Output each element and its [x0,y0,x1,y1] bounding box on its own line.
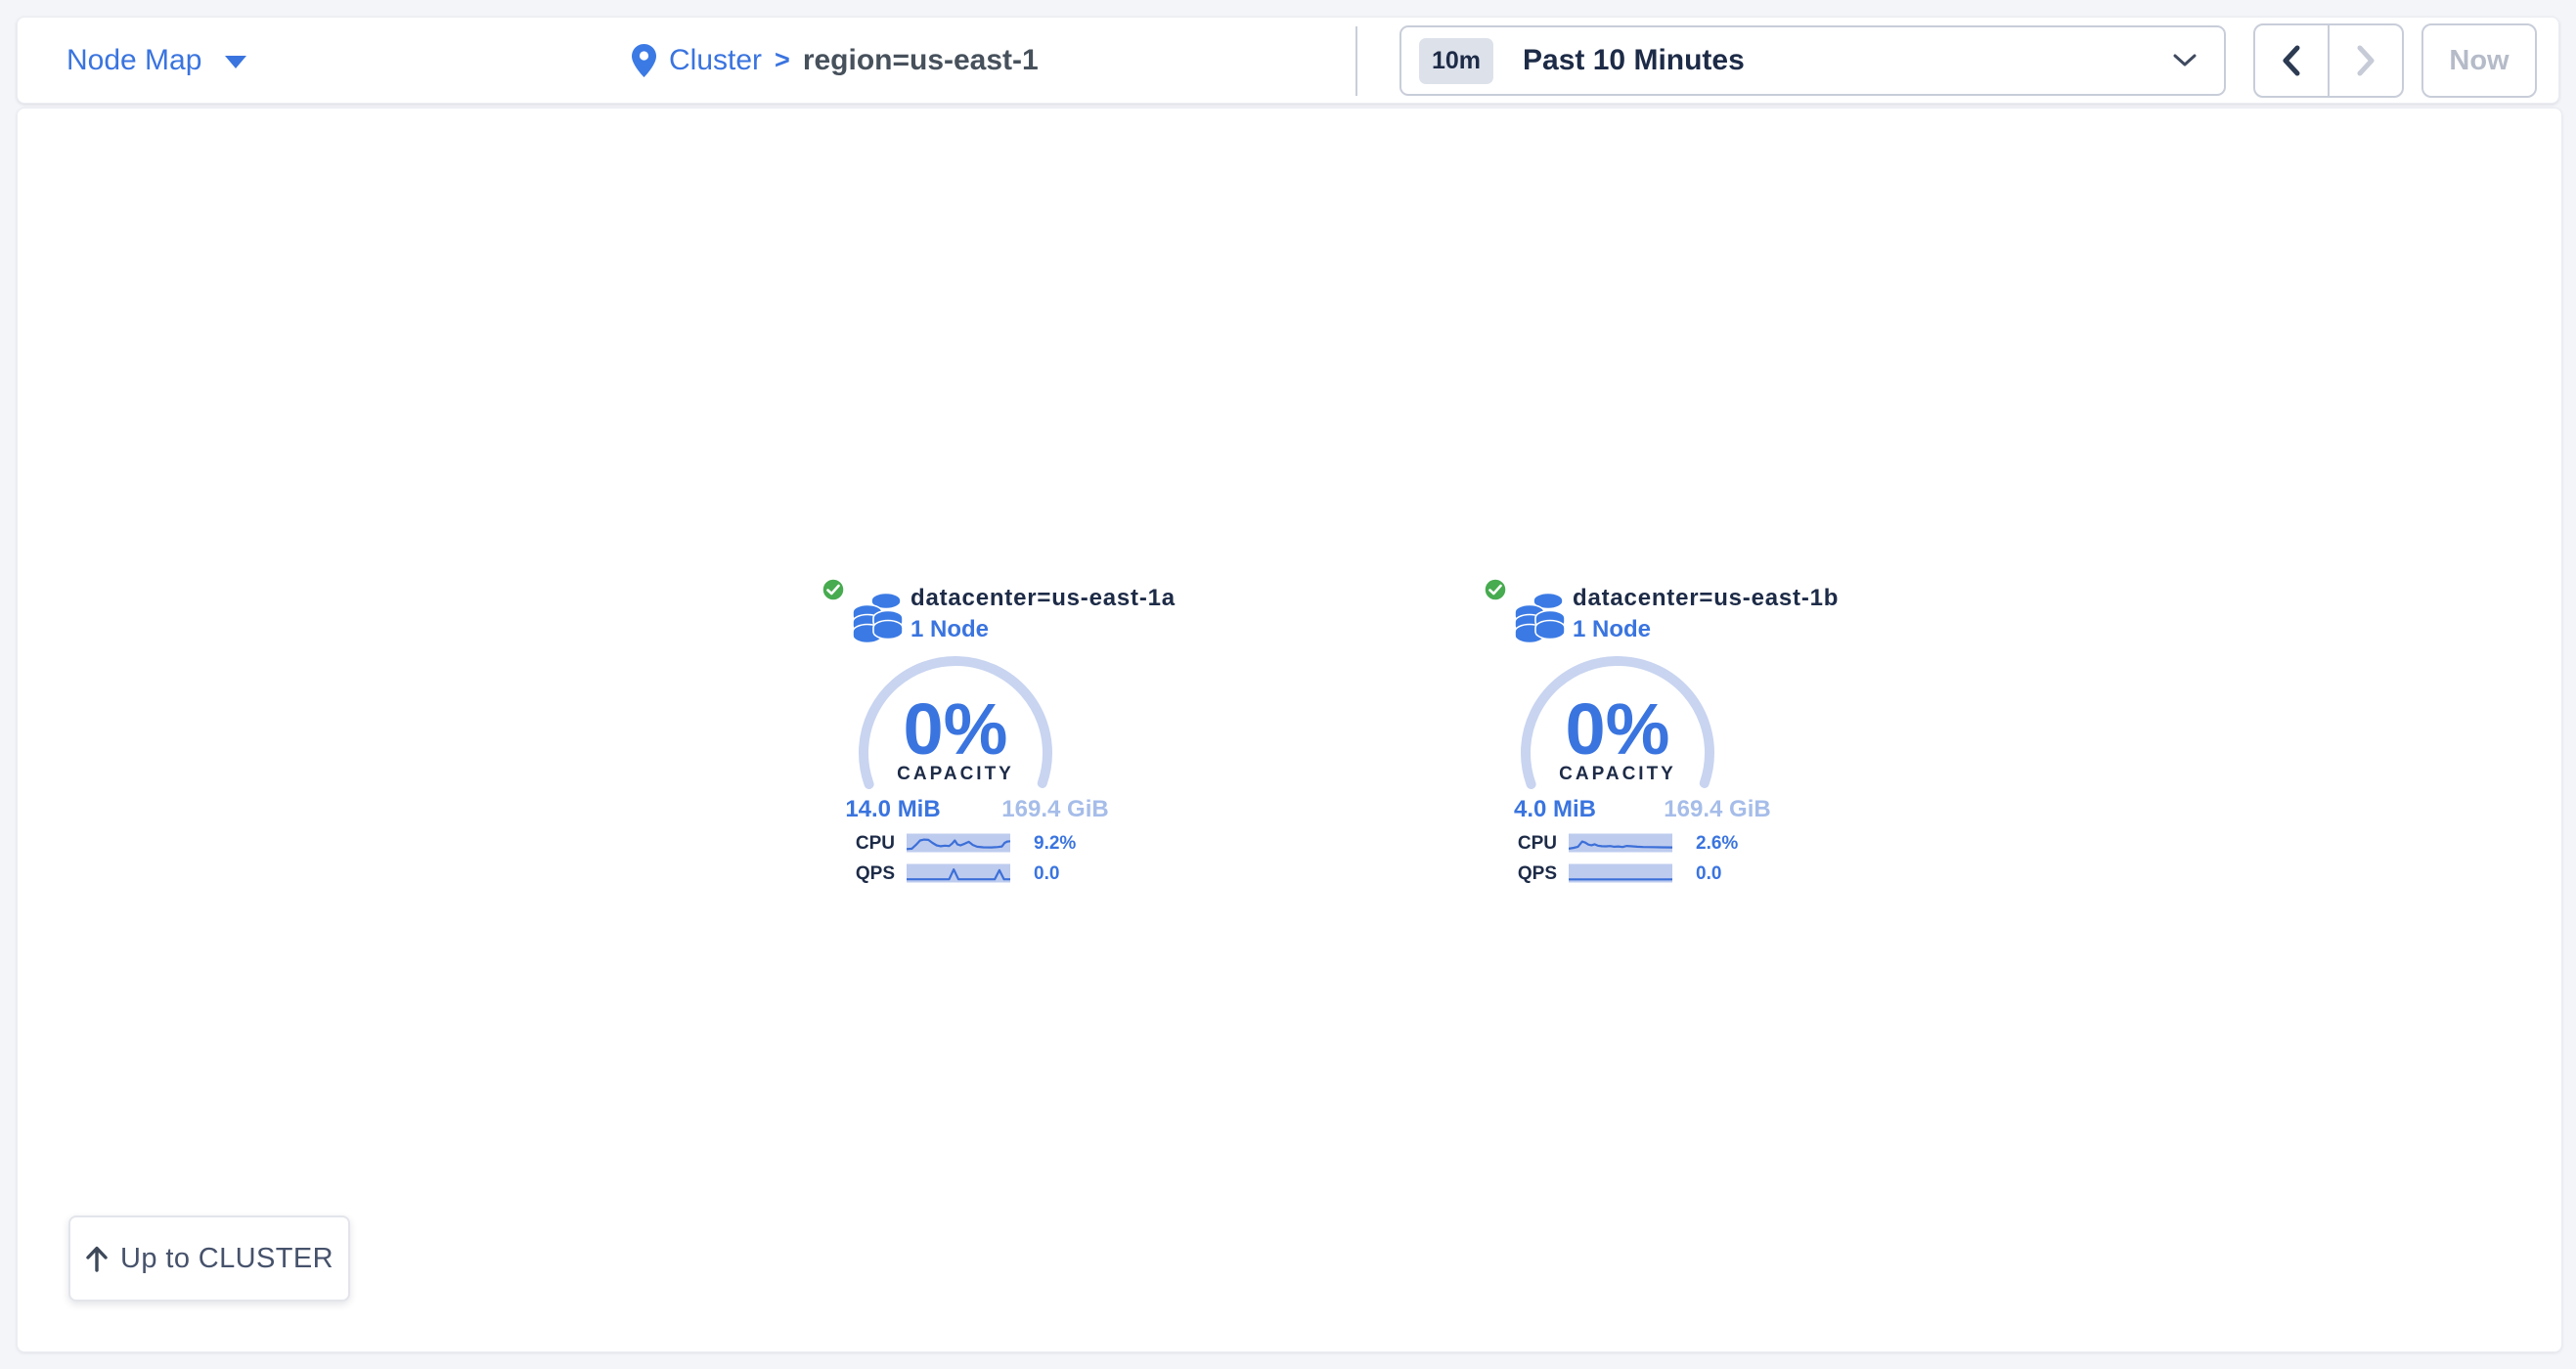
qps-metric-value: 0.0 [1696,863,1722,884]
locality-title: datacenter=us-east-1b [1573,585,1840,611]
capacity-used: 14.0 MiB [845,796,941,822]
node-stack-icon [852,593,904,644]
status-ok-icon [1483,577,1508,602]
capacity-arc [1521,656,1714,850]
up-to-cluster-label: Up to CLUSTER [120,1242,333,1274]
cpu-sparkline [907,833,1010,853]
view-selector-dropdown[interactable]: Node Map [67,18,247,103]
cpu-metric-value: 9.2% [1034,833,1077,854]
top-bar: Node Map Cluster > region=us-east-1 10m … [17,17,2559,104]
now-button[interactable]: Now [2421,23,2537,98]
time-prev-button[interactable] [2255,25,2330,96]
status-ok-icon [821,577,846,602]
locality-title: datacenter=us-east-1a [910,585,1176,611]
time-next-button[interactable] [2330,25,2402,96]
qps-metric-label: QPS [855,863,895,884]
capacity-arc [859,656,1052,850]
cpu-metric-label: CPU [855,833,895,854]
locality-card-us-east-1b[interactable]: datacenter=us-east-1b 1 Node 0% CAPACITY… [1475,573,1895,910]
locality-node-count: 1 Node [910,616,990,642]
chevron-right-icon [2357,45,2375,76]
capacity-label: CAPACITY [897,764,1014,784]
qps-metric-value: 0.0 [1034,863,1060,884]
cpu-metric-label: CPU [1517,833,1557,854]
chevron-down-icon [2173,54,2197,67]
node-stack-icon [1514,593,1566,644]
arrow-up-icon [86,1246,108,1272]
up-to-cluster-button[interactable]: Up to CLUSTER [68,1215,350,1302]
now-button-label: Now [2449,44,2509,76]
capacity-percent: 0% [1565,688,1670,770]
qps-sparkline [907,863,1010,883]
capacity-label: CAPACITY [1559,764,1676,784]
time-range-label: Past 10 Minutes [1523,44,1745,76]
chevron-left-icon [2283,45,2300,76]
qps-sparkline [1569,863,1672,883]
locality-card-us-east-1a[interactable]: datacenter=us-east-1a 1 Node 0% CAPACITY… [813,573,1233,910]
caret-down-icon [225,56,247,68]
time-range-selector[interactable]: 10m Past 10 Minutes [1399,25,2226,96]
location-pin-icon [632,43,656,77]
breadcrumb-cluster-link[interactable]: Cluster [669,43,763,76]
capacity-used: 4.0 MiB [1513,796,1597,822]
time-range-badge: 10m [1419,37,1494,84]
locality-node-count: 1 Node [1573,616,1652,642]
time-nav-group [2253,23,2404,98]
qps-metric-label: QPS [1517,863,1557,884]
top-bar-divider [1355,26,1357,96]
capacity-percent: 0% [903,688,1008,770]
breadcrumb: Cluster > region=us-east-1 [632,18,1039,103]
cpu-metric-value: 2.6% [1696,833,1739,854]
capacity-gauge [1521,656,1714,850]
cpu-sparkline [1569,833,1672,853]
capacity-gauge [859,656,1052,850]
view-selector-label: Node Map [67,43,202,76]
capacity-total: 169.4 GiB [1001,796,1109,822]
breadcrumb-separator: > [775,45,790,74]
node-map-canvas: datacenter=us-east-1a 1 Node 0% CAPACITY… [17,108,2562,1352]
breadcrumb-current: region=us-east-1 [802,43,1039,76]
capacity-total: 169.4 GiB [1664,796,1771,822]
